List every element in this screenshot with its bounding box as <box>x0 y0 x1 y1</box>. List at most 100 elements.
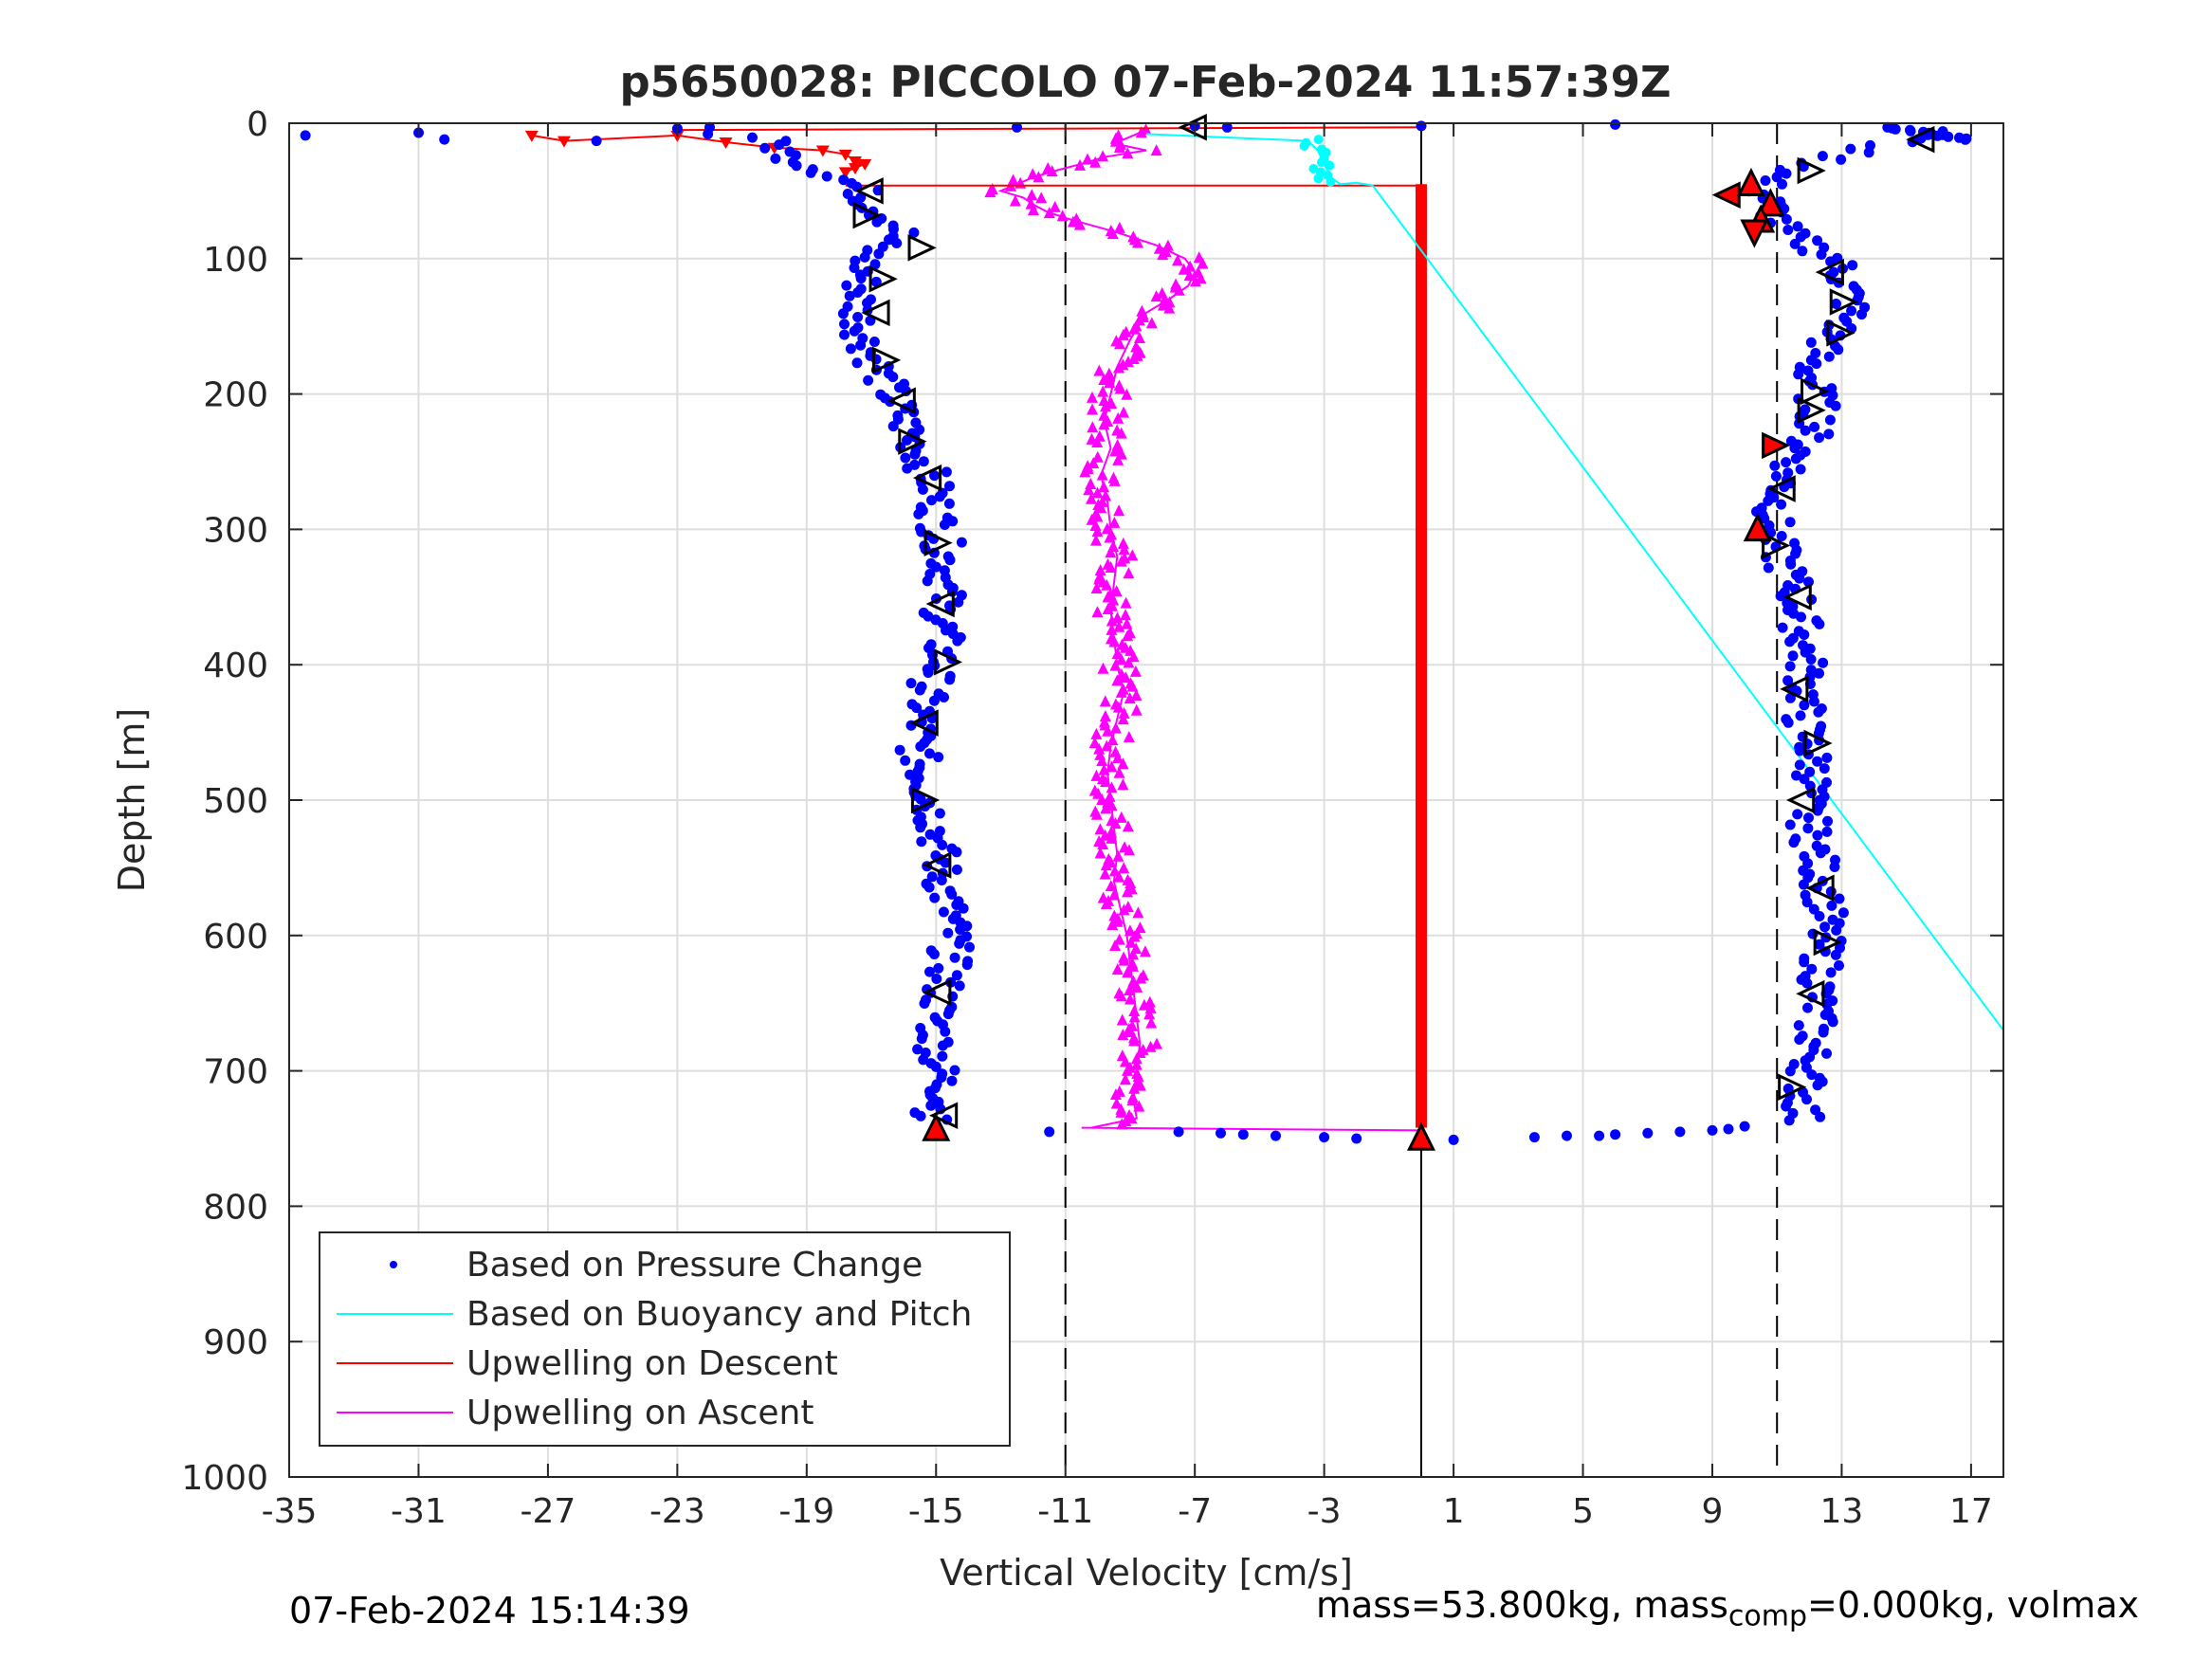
ascent-upwelling-point <box>1100 859 1112 871</box>
pressure-change-point <box>1856 309 1867 320</box>
ascent-upwelling-point <box>1106 760 1118 773</box>
pressure-change-point <box>1793 1020 1804 1031</box>
y-tick-label: 400 <box>203 647 268 685</box>
y-tick-label: 200 <box>203 376 268 415</box>
pressure-change-point <box>956 537 967 548</box>
ascent-upwelling-point <box>1098 481 1110 493</box>
open-triangle-marker <box>871 346 902 374</box>
ascent-upwelling-point <box>1074 158 1087 171</box>
pressure-change-point <box>1781 457 1792 468</box>
ascent-upwelling-point <box>1104 370 1116 382</box>
pressure-change-point <box>934 491 945 502</box>
pressure-change-point <box>1793 369 1804 380</box>
pressure-change-point <box>759 142 771 154</box>
pressure-change-point <box>947 516 959 527</box>
pressure-change-point <box>925 1100 937 1111</box>
ascent-upwelling-point <box>1098 374 1110 386</box>
filled-triangle-marker <box>1756 188 1785 217</box>
pressure-change-point <box>894 744 905 756</box>
ascent-upwelling-point <box>1091 436 1104 448</box>
pressure-change-point <box>1806 1069 1818 1081</box>
pressure-change-point <box>1723 1123 1734 1135</box>
pressure-change-point <box>1803 812 1814 824</box>
ascent-upwelling-point <box>1108 474 1121 486</box>
pressure-change-point <box>908 227 920 238</box>
ascent-upwelling-point <box>1106 918 1119 930</box>
pressure-change-point <box>1808 903 1819 915</box>
ascent-upwelling-point <box>1100 897 1112 909</box>
marker-layer <box>852 114 1935 1151</box>
ascent-upwelling-point <box>1118 543 1130 556</box>
ascent-upwelling-point <box>1121 617 1133 629</box>
pressure-change-point <box>868 337 880 347</box>
pressure-change-point <box>1788 837 1800 848</box>
pressure-change-point <box>1846 305 1857 317</box>
pressure-change-point <box>919 998 930 1009</box>
open-triangle-marker <box>1826 319 1856 347</box>
filled-triangle-marker <box>922 1112 951 1141</box>
ascent-upwelling-point <box>1127 959 1140 972</box>
pressure-change-point <box>1805 654 1817 665</box>
legend-label-ascent: Upwelling on Ascent <box>466 1394 814 1432</box>
open-triangle-marker <box>1782 583 1812 611</box>
pressure-change-point <box>1775 591 1786 602</box>
pressure-change-point <box>870 276 882 287</box>
x-tick-label: -7 <box>1178 1492 1212 1531</box>
pressure-change-point <box>1801 977 1813 989</box>
mass-subscript: comp <box>1728 1599 1808 1633</box>
ascent-upwelling-point <box>1102 724 1114 737</box>
ascent-upwelling-point <box>1109 939 1122 951</box>
pressure-change-point <box>863 374 874 386</box>
open-triangle-marker <box>923 851 952 879</box>
pressure-change-point <box>913 508 924 520</box>
pressure-change-point <box>1763 562 1774 574</box>
open-triangle-marker <box>928 1102 959 1129</box>
pressure-change-point <box>918 1054 929 1066</box>
ascent-upwelling-point <box>1143 1008 1156 1020</box>
pressure-change-point <box>1825 886 1837 897</box>
pressure-change-point <box>869 259 881 270</box>
ascent-upwelling-point <box>1100 775 1112 788</box>
pressure-change-point <box>1760 175 1771 186</box>
ascent-upwelling-point <box>1133 1100 1145 1112</box>
y-tick-label: 0 <box>247 105 268 144</box>
legend-label-descent: Upwelling on Descent <box>466 1344 838 1383</box>
x-tick-label: -23 <box>649 1492 705 1531</box>
ascent-upwelling-point <box>1094 847 1106 859</box>
pressure-change-point <box>1789 443 1801 454</box>
pressure-change-point <box>937 1050 948 1062</box>
ascent-upwelling-point <box>1114 337 1126 350</box>
ascent-upwelling-point <box>1130 1058 1143 1070</box>
pressure-change-point <box>1829 862 1840 872</box>
filled-triangle-marker <box>1406 1121 1435 1151</box>
pressure-change-point <box>923 667 934 678</box>
ascent-upwelling-point <box>1124 1026 1136 1038</box>
pressure-change-point <box>1351 1133 1362 1144</box>
descent-upwelling-point <box>815 145 830 157</box>
pressure-change-point <box>914 684 925 696</box>
descent-upwelling-point <box>838 167 852 179</box>
ascent-upwelling-point <box>1124 692 1136 704</box>
ascent-upwelling-point <box>1135 126 1147 138</box>
pressure-change-point <box>849 325 860 337</box>
open-triangle-marker <box>933 648 963 676</box>
pressure-change-point <box>1814 432 1825 444</box>
pressure-change-point <box>924 748 935 759</box>
pressure-change-point <box>1814 911 1825 921</box>
pressure-change-point <box>1785 558 1797 570</box>
pressure-change-point <box>1173 1126 1184 1138</box>
filled-triangle-marker <box>1740 219 1769 248</box>
ascent-upwelling-point <box>1096 468 1108 481</box>
ascent-upwelling-point <box>1105 880 1117 892</box>
pressure-change-point <box>841 280 852 291</box>
pressure-change-point <box>1674 1126 1686 1138</box>
pressure-change-point <box>1826 900 1837 911</box>
pressure-change-point <box>916 836 927 848</box>
pressure-change-point <box>859 251 870 263</box>
pressure-change-point <box>1801 1094 1812 1105</box>
ascent-upwelling-point <box>1099 829 1111 841</box>
pressure-change-point <box>930 1061 941 1072</box>
ascent-upwelling-point <box>1106 397 1118 410</box>
ascent-upwelling-point <box>1101 578 1113 591</box>
ascent-upwelling-point <box>1097 150 1109 162</box>
